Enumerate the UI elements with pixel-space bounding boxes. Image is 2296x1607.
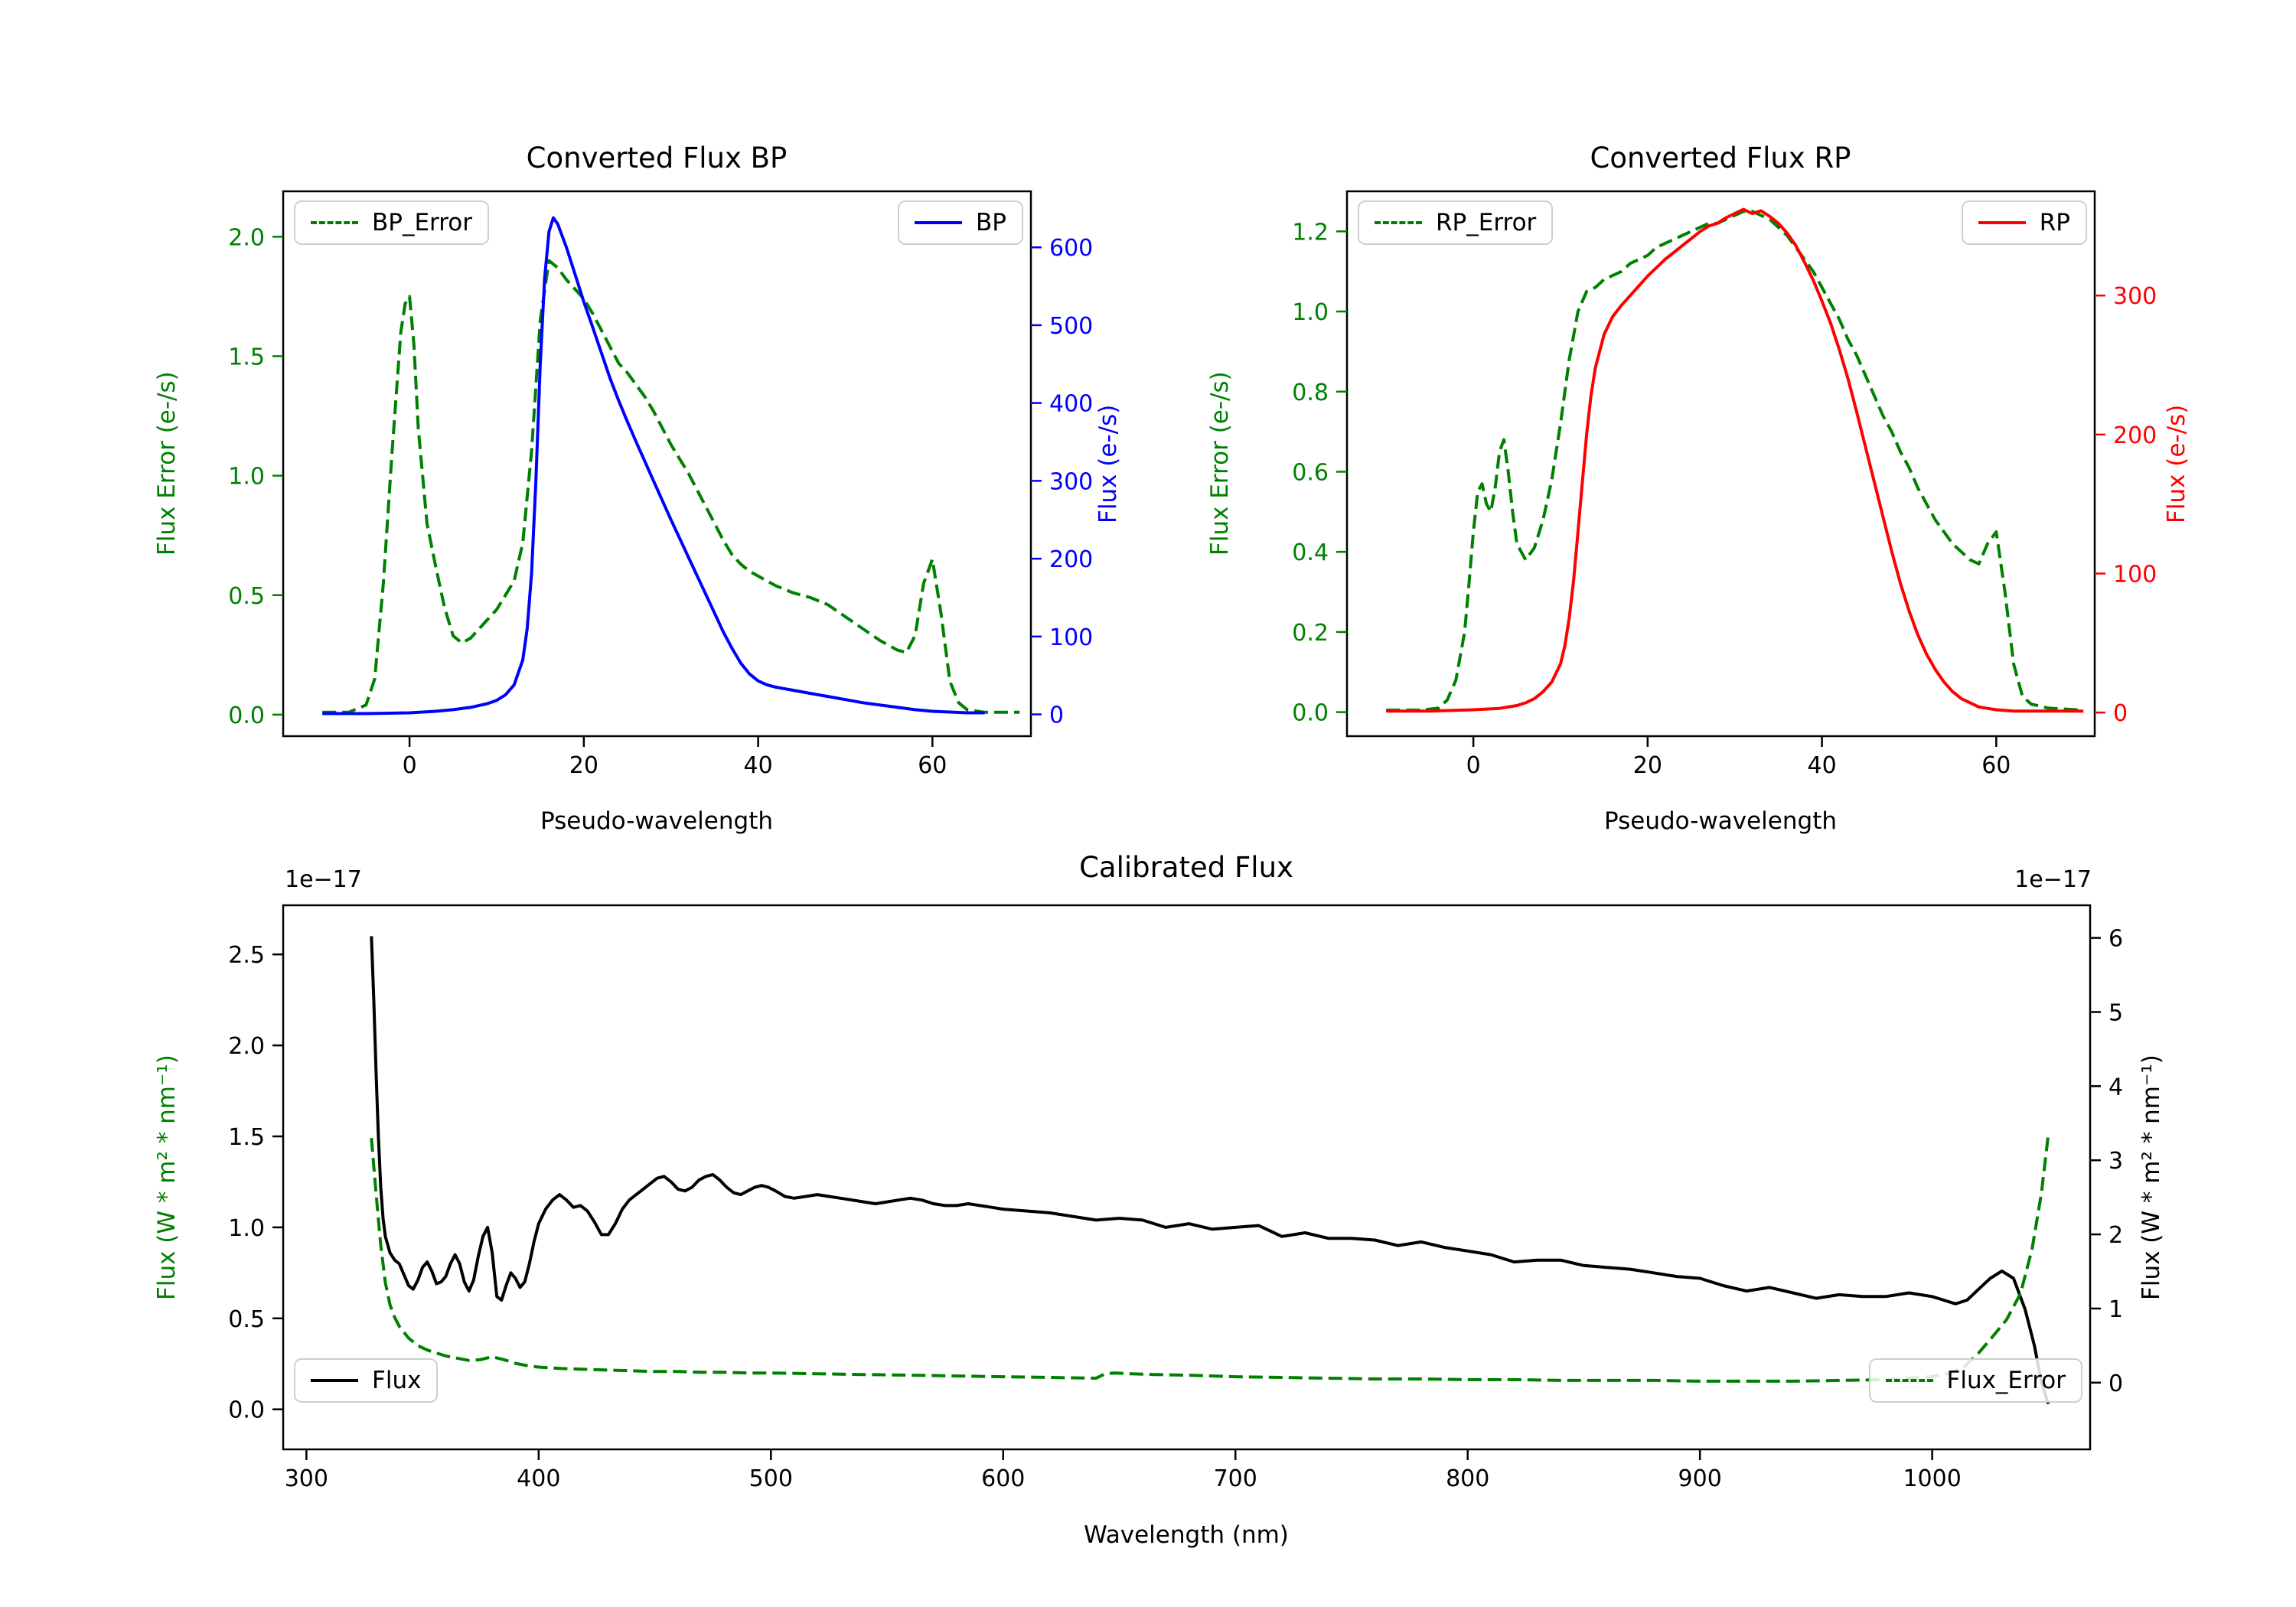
bp-right-tick-label: 300: [1049, 468, 1093, 495]
flux-left-axis-label: Flux (W * m² * nm⁻¹): [153, 1054, 181, 1300]
flux-legend-line: [311, 1379, 358, 1382]
bp-axes-frame: [282, 190, 1032, 738]
rp-plot-title: Converted Flux RP: [1590, 142, 1851, 174]
bp-line-bp: [322, 216, 985, 715]
rp-right-tick-label: 100: [2113, 561, 2157, 588]
bp-xtick-label: 40: [743, 752, 772, 779]
rp-series-group: [1386, 207, 2084, 713]
rp-left-tick-label: 0.0: [1292, 700, 1329, 727]
rp-xtick-label: 60: [1981, 752, 2011, 779]
flux-error-legend-line: [1885, 1379, 1933, 1382]
rp-line-rp: [1386, 207, 2084, 713]
rp-right-tick-label: 0: [2113, 700, 2128, 727]
flux-xaxis-label: Wavelength (nm): [1084, 1521, 1289, 1549]
bp-right-tick-label: 400: [1049, 391, 1093, 418]
bp-series-group: [322, 216, 1020, 715]
rp-right-axis-label: Flux (e-/s): [2163, 404, 2190, 523]
flux-xtick-label: 1000: [1903, 1465, 1961, 1492]
rp-left-tick-label: 1.2: [1292, 219, 1329, 246]
rp-error-legend-label: RP_Error: [1436, 209, 1537, 236]
flux-xtick-label: 400: [517, 1465, 560, 1492]
rp-legend-label: RP: [2039, 209, 2070, 236]
flux-left-tick-label: 1.0: [228, 1215, 265, 1242]
flux-right-axis-label: Flux (W * m² * nm⁻¹): [2138, 1054, 2165, 1300]
rp-right-tick-label: 300: [2113, 283, 2157, 310]
rp-error-legend: RP_Error: [1358, 200, 1554, 245]
flux-left-tick-label: 0.0: [228, 1397, 265, 1424]
rp-legend-line: [1978, 221, 2026, 224]
bp-xtick-label: 0: [403, 752, 417, 779]
bp-right-tick-label: 100: [1049, 624, 1093, 651]
rp-left-tick-label: 0.2: [1292, 620, 1329, 647]
flux-error-legend: Flux_Error: [1868, 1358, 2082, 1403]
bp-error-legend-label: BP_Error: [372, 209, 473, 236]
rp-xaxis-label: Pseudo-wavelength: [1603, 807, 1837, 835]
bp-right-tick-label: 0: [1049, 702, 1064, 729]
flux-right-tick-label: 1: [2108, 1296, 2123, 1323]
flux-xtick-label: 900: [1678, 1465, 1722, 1492]
bp-legend: BP: [898, 200, 1023, 245]
rp-right-tick-label: 200: [2113, 422, 2157, 449]
rp-left-tick-label: 0.8: [1292, 380, 1329, 406]
bp-right-axis-label: Flux (e-/s): [1094, 404, 1122, 523]
bp-xtick-label: 60: [918, 752, 947, 779]
flux-right-tick-label: 0: [2108, 1371, 2123, 1397]
flux-left-tick-label: 0.5: [228, 1306, 265, 1333]
flux-axes-frame: [282, 904, 2092, 1451]
bp-left-tick-label: 2.0: [228, 224, 265, 251]
flux-right-tick-label: 3: [2108, 1148, 2123, 1175]
flux-xtick-label: 700: [1214, 1465, 1257, 1492]
flux-left-offset-text: 1e−17: [285, 866, 362, 893]
bp-error-legend-line: [311, 221, 358, 224]
bp-line-bp_error: [322, 259, 1020, 714]
flux-line-flux_error: [370, 1134, 2050, 1383]
rp-left-tick-label: 0.4: [1292, 539, 1329, 566]
flux-legend: Flux: [294, 1358, 439, 1403]
bp-left-tick-label: 1.5: [228, 344, 265, 370]
flux-right-offset-text: 1e−17: [2014, 866, 2092, 893]
flux-right-tick-label: 4: [2108, 1074, 2123, 1100]
rp-axes-frame: [1345, 190, 2096, 738]
bp-left-tick-label: 1.0: [228, 464, 265, 491]
rp-xtick-label: 20: [1633, 752, 1662, 779]
flux-legend-label: Flux: [372, 1367, 422, 1394]
flux-xtick-label: 600: [981, 1465, 1025, 1492]
flux-right-tick-label: 6: [2108, 926, 2123, 953]
bp-left-tick-label: 0.5: [228, 583, 265, 610]
bp-right-tick-label: 500: [1049, 313, 1093, 340]
flux-plot-title: Calibrated Flux: [1079, 851, 1293, 884]
bp-error-legend: BP_Error: [294, 200, 490, 245]
bp-legend-line: [915, 221, 963, 224]
rp-xtick-label: 0: [1466, 752, 1481, 779]
flux-left-tick-label: 1.5: [228, 1124, 265, 1151]
bp-legend-label: BP: [976, 209, 1006, 236]
flux-xtick-label: 500: [749, 1465, 793, 1492]
flux-series-group: [370, 936, 2050, 1405]
bp-left-axis-label: Flux Error (e-/s): [153, 371, 181, 556]
flux-right-tick-label: 2: [2108, 1222, 2123, 1249]
flux-xtick-label: 300: [285, 1465, 328, 1492]
rp-error-legend-line: [1375, 221, 1422, 224]
flux-error-legend-label: Flux_Error: [1946, 1367, 2066, 1394]
rp-line-rp_error: [1386, 210, 2084, 712]
bp-right-tick-label: 200: [1049, 546, 1093, 573]
flux-right-tick-label: 5: [2108, 999, 2123, 1026]
rp-legend: RP: [1961, 200, 2087, 245]
flux-xtick-label: 800: [1446, 1465, 1489, 1492]
bp-xaxis-label: Pseudo-wavelength: [540, 807, 773, 835]
bp-xtick-label: 20: [569, 752, 598, 779]
flux-left-tick-label: 2.0: [228, 1033, 265, 1060]
rp-left-tick-label: 1.0: [1292, 299, 1329, 326]
rp-left-axis-label: Flux Error (e-/s): [1206, 371, 1234, 556]
bp-right-tick-label: 600: [1049, 235, 1093, 262]
bp-left-tick-label: 0.0: [228, 702, 265, 729]
flux-line-flux: [370, 936, 2050, 1405]
rp-xtick-label: 40: [1807, 752, 1836, 779]
rp-left-tick-label: 0.6: [1292, 459, 1329, 486]
bp-plot-title: Converted Flux BP: [526, 142, 788, 174]
flux-left-tick-label: 2.5: [228, 942, 265, 969]
